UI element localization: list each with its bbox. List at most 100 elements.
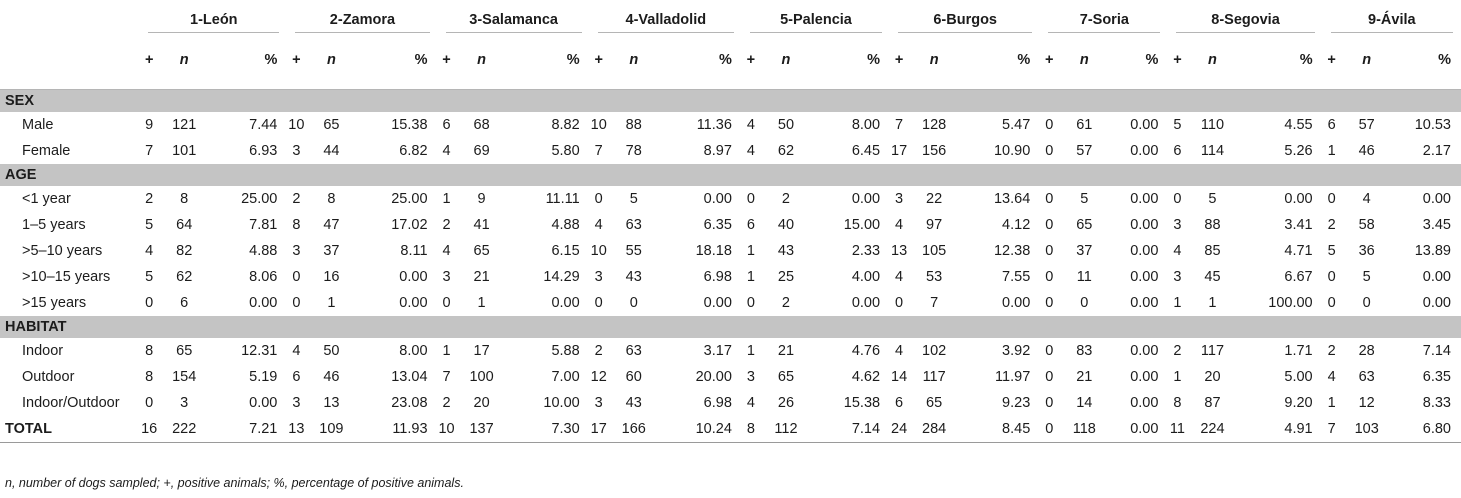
- sampled-cell: 46: [1358, 143, 1375, 159]
- positive-cell: 8: [741, 416, 760, 443]
- positive-cell: 1: [746, 343, 755, 359]
- positive-cell: 6: [1327, 117, 1336, 133]
- positive-cell: 0: [1045, 243, 1054, 259]
- percent-cell: 0.00: [703, 295, 732, 311]
- sampled-cell: 22: [926, 191, 943, 207]
- table-row: >5–10 years 4 82 4.88 3 37 8.11 4 65 6.15 10 55 18.1…: [0, 238, 1461, 264]
- sampled-cell: 8: [180, 191, 189, 207]
- positive-header: +: [1173, 52, 1182, 68]
- positive-cell: 17: [891, 143, 908, 159]
- percent-cell: 11.11: [545, 191, 580, 207]
- positive-cell: 2: [594, 343, 603, 359]
- region-header: 7-Soria: [1040, 0, 1168, 44]
- sampled-cell: 5: [1208, 191, 1217, 207]
- positive-cell: 4: [1327, 369, 1336, 385]
- row-label: >10–15 years: [22, 269, 111, 285]
- percent-cell: 0.00: [1110, 416, 1169, 443]
- positive-cell: 3: [746, 369, 755, 385]
- sampled-cell: 1: [1208, 295, 1217, 311]
- percent-header: %: [566, 52, 580, 68]
- percent-header: %: [1145, 52, 1159, 68]
- table-row: >10–15 years 5 62 8.06 0 16 0.00 3 21 14.29 3 43 6.9…: [0, 264, 1461, 290]
- positive-cell: 1: [1173, 295, 1182, 311]
- region-header: 1-León: [140, 0, 287, 44]
- percent-cell: 6.67: [1284, 269, 1313, 285]
- percent-cell: 4.55: [1284, 117, 1313, 133]
- positive-cell: 9: [145, 117, 154, 133]
- sampled-cell: 43: [625, 269, 642, 285]
- sampled-cell: 17: [473, 343, 490, 359]
- sampled-cell: 37: [323, 243, 340, 259]
- percent-cell: 0.00: [399, 295, 428, 311]
- sampled-cell: 68: [473, 117, 490, 133]
- sampled-cell: 63: [625, 217, 642, 233]
- percent-cell: 5.88: [551, 343, 580, 359]
- total-row: TOTAL 16 222 7.21 13 109 11.93 10 137 7.30 17 166 10…: [0, 416, 1461, 443]
- sampled-cell: 58: [1358, 217, 1375, 233]
- positive-cell: 7: [442, 369, 451, 385]
- positive-cell: 4: [746, 395, 755, 411]
- percent-cell: 4.88: [551, 217, 580, 233]
- positive-cell: 0: [1045, 217, 1054, 233]
- percent-cell: 0.00: [1130, 369, 1159, 385]
- positive-cell: 14: [891, 369, 908, 385]
- percent-cell: 20.00: [695, 369, 732, 385]
- sampled-cell: 82: [176, 243, 193, 259]
- positive-cell: 0: [442, 295, 451, 311]
- region-header-row: 1-León 2-Zamora 3-Salamanca 4-Valladolid 5-P…: [0, 0, 1461, 44]
- sampled-cell: 85: [1204, 243, 1221, 259]
- percent-cell: 13.04: [391, 369, 428, 385]
- positive-cell: 4: [746, 143, 755, 159]
- sampled-cell: 57: [1076, 143, 1093, 159]
- positive-cell: 0: [1045, 191, 1054, 207]
- region-header: 2-Zamora: [287, 0, 437, 44]
- region-name: 3-Salamanca: [445, 12, 582, 33]
- positive-header: +: [292, 52, 301, 68]
- sampled-cell: 9: [477, 191, 486, 207]
- region-header: 8-Segovia: [1168, 0, 1322, 44]
- positive-cell: 0: [145, 295, 154, 311]
- percent-cell: 0.00: [1422, 269, 1451, 285]
- positive-cell: 2: [442, 217, 451, 233]
- percent-cell: 3.45: [1422, 217, 1451, 233]
- sampled-cell: 16: [323, 269, 340, 285]
- percent-cell: 0.00: [1130, 269, 1159, 285]
- percent-cell: 0.00: [1130, 343, 1159, 359]
- percent-cell: 15.38: [843, 395, 881, 411]
- percent-cell: 4.71: [1284, 243, 1313, 259]
- positive-cell: 5: [145, 217, 154, 233]
- positive-cell: 7: [594, 143, 603, 159]
- sampled-cell: 11: [1076, 269, 1092, 285]
- positive-cell: 5: [1173, 117, 1182, 133]
- percent-cell: 5.47: [1002, 117, 1031, 133]
- sampled-cell: 88: [1204, 217, 1221, 233]
- row-label: 1–5 years: [22, 217, 86, 233]
- percent-cell: 7.00: [551, 369, 580, 385]
- sampled-cell: 121: [172, 117, 197, 133]
- percent-cell: 8.00: [851, 117, 881, 133]
- positive-cell: 1: [746, 243, 755, 259]
- percent-cell: 8.82: [551, 117, 580, 133]
- positive-cell: 4: [895, 217, 904, 233]
- sampled-cell: 156: [922, 143, 947, 159]
- positive-cell: 5: [1327, 243, 1336, 259]
- sampled-cell: 128: [922, 117, 947, 133]
- region-header: 6-Burgos: [890, 0, 1040, 44]
- percent-cell: 1.71: [1284, 343, 1313, 359]
- positive-cell: 8: [145, 369, 154, 385]
- positive-cell: 4: [1173, 243, 1182, 259]
- row-label: Outdoor: [22, 369, 75, 385]
- sampled-cell: 103: [1340, 416, 1393, 443]
- row-label: >15 years: [22, 295, 87, 311]
- sampled-cell: 1: [327, 295, 336, 311]
- percent-cell: 7.14: [1422, 343, 1451, 359]
- positive-cell: 5: [145, 269, 154, 285]
- section-title: HABITAT: [0, 316, 1461, 338]
- percent-cell: 15.00: [843, 217, 881, 233]
- positive-cell: 1: [442, 343, 451, 359]
- sampled-cell: 112: [759, 416, 812, 443]
- table-row: Indoor/Outdoor 0 3 0.00 3 13 23.08 2 20 10.00 3 43 6…: [0, 390, 1461, 416]
- sampled-cell: 3: [180, 395, 189, 411]
- sampled-cell: 55: [625, 243, 642, 259]
- sampled-cell: 65: [777, 369, 795, 385]
